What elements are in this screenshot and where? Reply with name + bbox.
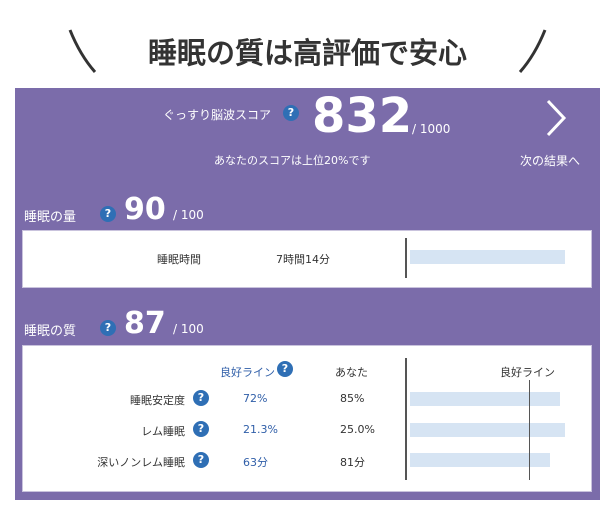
your-value: 81分	[340, 456, 365, 469]
help: ?	[193, 421, 209, 437]
quantity-max: / 100	[173, 208, 204, 222]
divider	[405, 238, 407, 278]
header: 良好ライン	[500, 366, 555, 379]
quality-box	[22, 345, 592, 492]
title-brackets	[68, 29, 547, 73]
quality-max: / 100	[173, 322, 204, 336]
good-value: 63分	[243, 456, 268, 469]
divider	[405, 358, 407, 480]
row-name: 睡眠安定度	[130, 394, 185, 407]
next-link[interactable]: 次の結果へ	[520, 154, 581, 168]
title: 睡眠の質は高評価で安心	[147, 36, 467, 70]
help: ?	[193, 390, 209, 406]
help: ?	[283, 105, 299, 121]
bar	[410, 423, 565, 437]
score-note: あなたのスコアは上位20%です	[214, 154, 371, 167]
row-value: 7時間14分	[276, 253, 330, 266]
bar	[410, 250, 565, 264]
good-value: 72%	[243, 392, 268, 405]
quality-value: 87	[124, 306, 166, 341]
header: 良好ライン	[220, 366, 275, 379]
help: ?	[193, 452, 209, 468]
score-max: / 1000	[412, 122, 451, 136]
score-label: ぐっすり脳波スコア	[163, 108, 272, 122]
your-value: 25.0%	[340, 423, 375, 436]
bar	[410, 392, 560, 406]
header: あなた	[335, 366, 368, 379]
help: ?	[100, 320, 116, 336]
good-line	[529, 380, 530, 480]
good-value: 21.3%	[243, 423, 278, 436]
score-value: 832	[312, 88, 413, 144]
quantity-value: 90	[124, 192, 166, 227]
next-arrow[interactable]	[540, 96, 570, 141]
help: ?	[100, 206, 116, 222]
row-name: レム睡眠	[141, 425, 185, 438]
help: ?	[277, 361, 293, 377]
row-name: 深いノンレム睡眠	[97, 456, 185, 469]
bar	[410, 453, 550, 467]
your-value: 85%	[340, 392, 365, 405]
quantity-label: 睡眠の量	[24, 210, 77, 225]
quality-label: 睡眠の質	[24, 324, 77, 339]
row-name: 睡眠時間	[157, 253, 201, 266]
